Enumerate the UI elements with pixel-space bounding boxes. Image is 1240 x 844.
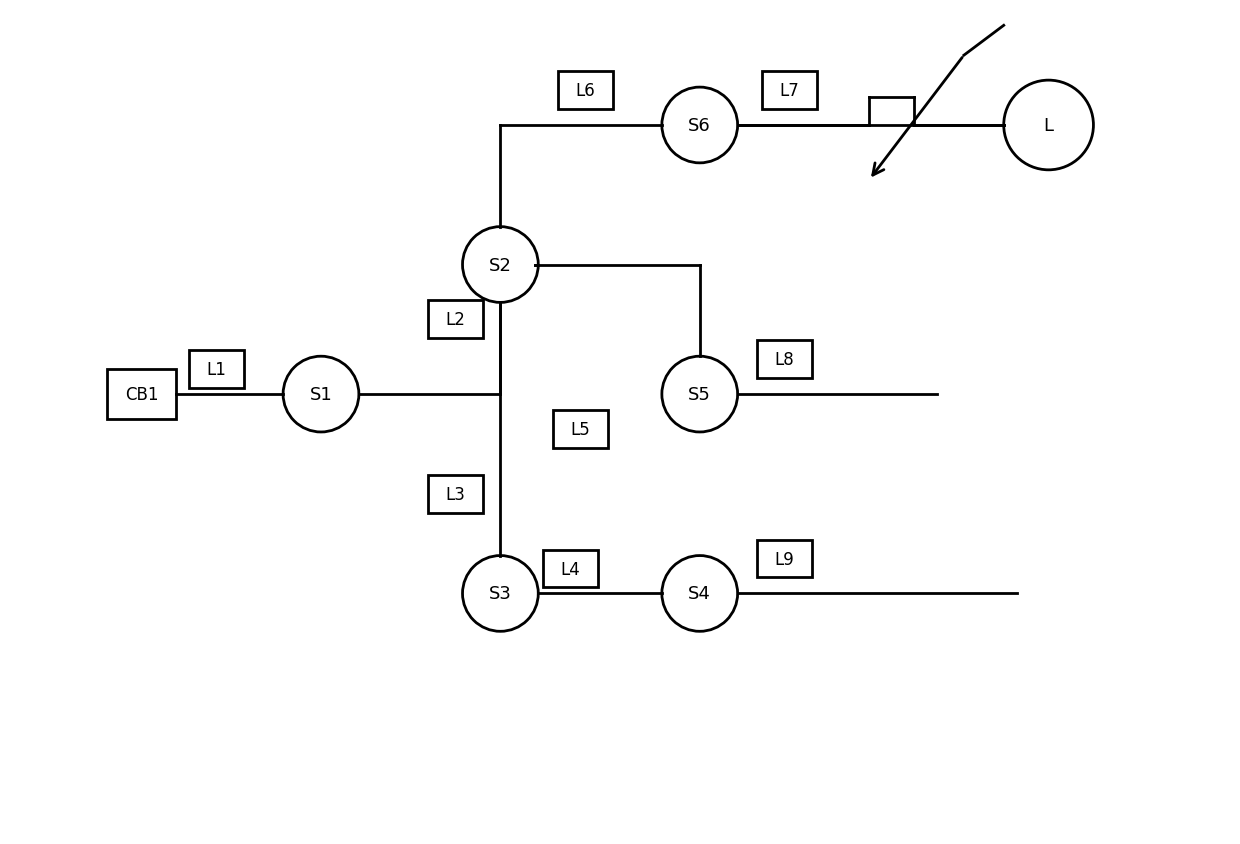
Text: S3: S3 [489, 585, 512, 603]
Text: L7: L7 [780, 82, 800, 100]
Text: L9: L9 [775, 550, 795, 568]
Text: L2: L2 [445, 311, 465, 329]
Text: L6: L6 [575, 82, 595, 100]
Text: L3: L3 [445, 485, 465, 503]
Text: CB1: CB1 [125, 386, 159, 403]
Text: S5: S5 [688, 386, 712, 403]
Text: S6: S6 [688, 116, 711, 135]
Text: L: L [1044, 116, 1054, 135]
Text: L8: L8 [775, 351, 795, 369]
Text: L5: L5 [570, 420, 590, 438]
Text: S4: S4 [688, 585, 712, 603]
Text: L1: L1 [206, 360, 226, 379]
Text: L4: L4 [560, 560, 580, 578]
Text: S1: S1 [310, 386, 332, 403]
Text: S2: S2 [489, 257, 512, 274]
